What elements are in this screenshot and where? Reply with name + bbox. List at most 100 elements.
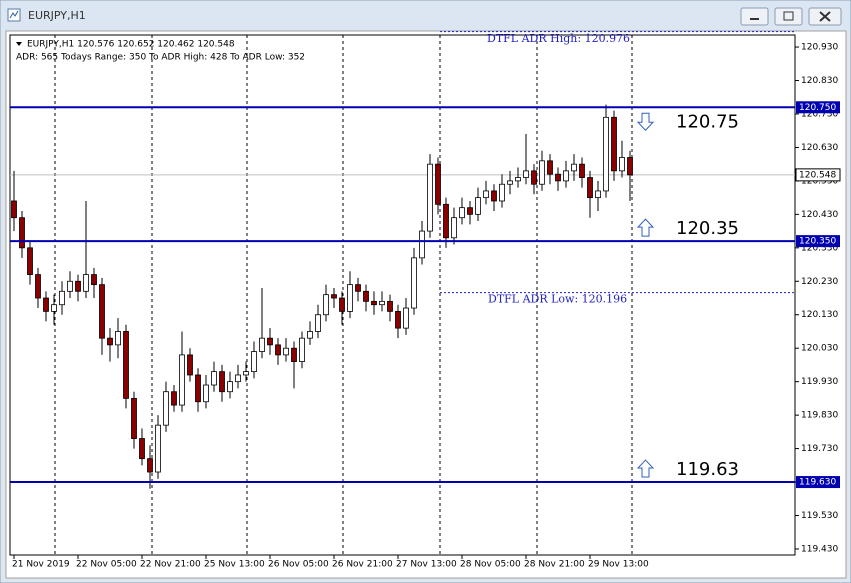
symbol-menu-arrow[interactable]: [16, 42, 22, 46]
window-icon-glyph: [9, 10, 19, 19]
candle-body: [251, 351, 257, 373]
y-tick-label: 120.930: [801, 43, 838, 53]
candle-body: [595, 190, 601, 199]
candle-body: [531, 170, 537, 185]
y-tick-label: 120.130: [801, 310, 838, 320]
candle-body: [331, 294, 337, 299]
candle-body: [139, 438, 145, 460]
candle-body: [339, 297, 345, 312]
maximize-icon: [783, 11, 794, 21]
candle-body: [115, 331, 121, 346]
candle-body: [499, 183, 505, 202]
candle-body: [43, 297, 49, 312]
y-tick-label: 120.030: [801, 344, 838, 354]
candle-body: [435, 163, 441, 205]
level-arrow: [636, 218, 655, 237]
candle-body: [187, 354, 193, 376]
candle-body: [99, 284, 105, 339]
plot-area: [9, 34, 796, 556]
candle-body: [603, 116, 609, 192]
candle-body: [155, 424, 161, 473]
candle-body: [107, 337, 113, 346]
y-tick-label: 120.730: [801, 109, 838, 119]
candle-body: [259, 337, 265, 352]
candle-body: [275, 344, 281, 356]
candle-body: [11, 200, 17, 219]
level-axis-box: [796, 101, 840, 114]
candle-body: [163, 391, 169, 426]
candle-body: [563, 170, 569, 182]
window-title: EURJPY,H1: [28, 9, 86, 22]
adr-high-label: DTFL ADR High: 120.976: [487, 32, 630, 45]
x-tick-label: 22 Nov 05:00: [76, 560, 137, 570]
x-tick-label: 22 Nov 21:00: [140, 560, 201, 570]
candle-body: [507, 180, 513, 185]
candle-body: [451, 217, 457, 239]
candle-body: [355, 284, 361, 292]
x-tick-label: 21 Nov 2019: [12, 560, 70, 570]
candle-body: [395, 310, 401, 329]
candle-body: [571, 163, 577, 172]
adr-low-label: DTFL ADR Low: 120.196: [488, 293, 627, 306]
level-label: 120.35: [676, 218, 739, 239]
candle-body: [587, 177, 593, 199]
x-tick-label: 26 Nov 05:00: [268, 560, 329, 570]
candle-body: [323, 294, 329, 316]
level-axis-box: [796, 476, 840, 489]
candle-body: [491, 190, 497, 202]
maximize-button[interactable]: [774, 7, 803, 26]
candle-body: [315, 314, 321, 332]
candle-body: [91, 274, 97, 286]
candle-body: [387, 300, 393, 312]
candle-body: [75, 280, 81, 292]
candle-body: [27, 247, 33, 275]
candle-body: [219, 371, 225, 393]
candle-body: [547, 160, 553, 175]
y-tick-label: 119.830: [801, 411, 838, 421]
candle-body: [363, 290, 369, 302]
current-price-label: 120.548: [799, 170, 836, 180]
y-tick-label: 120.830: [801, 76, 838, 86]
x-tick-label: 25 Nov 13:00: [204, 560, 265, 570]
level-axis-box: [796, 235, 840, 248]
candle-body: [267, 337, 273, 346]
y-tick-label: 119.530: [801, 511, 838, 521]
candle-body: [515, 177, 521, 182]
candle-body: [379, 300, 385, 306]
y-tick-label: 119.730: [801, 444, 838, 454]
candle-body: [419, 230, 425, 259]
x-tick-label: 26 Nov 21:00: [332, 560, 393, 570]
candle-body: [371, 300, 377, 306]
candle-body: [347, 284, 353, 312]
candle-body: [627, 157, 633, 176]
x-tick-label: 29 Nov 13:00: [588, 560, 649, 570]
candle-body: [203, 384, 209, 403]
candle-body: [523, 170, 529, 178]
candle-body: [443, 203, 449, 239]
candle-body: [555, 173, 561, 182]
candle-body: [147, 458, 153, 473]
level-arrow: [636, 112, 655, 132]
minimize-button[interactable]: [740, 7, 769, 26]
adr-line: ADR: 565 Todays Range: 350 To ADR High: …: [16, 53, 305, 63]
y-tick-label: 120.430: [801, 210, 838, 220]
level-label: 119.63: [676, 459, 739, 480]
level-axis-label: 119.630: [799, 478, 836, 488]
candle-body: [35, 274, 41, 299]
y-tick-label: 119.930: [801, 377, 838, 387]
level-axis-label: 120.350: [799, 237, 836, 247]
candle-body: [67, 280, 73, 292]
candle-body: [475, 197, 481, 215]
close-icon: [819, 11, 831, 22]
candle-body: [299, 337, 305, 362]
candle-body: [123, 331, 129, 399]
candle-body: [459, 207, 465, 219]
x-tick-label: 28 Nov 21:00: [524, 560, 585, 570]
candle-body: [211, 371, 217, 386]
y-tick-label: 120.630: [801, 143, 838, 153]
candle-body: [195, 374, 201, 403]
candle-body: [403, 307, 409, 329]
current-price-box: [795, 168, 841, 182]
candle-body: [307, 331, 313, 339]
